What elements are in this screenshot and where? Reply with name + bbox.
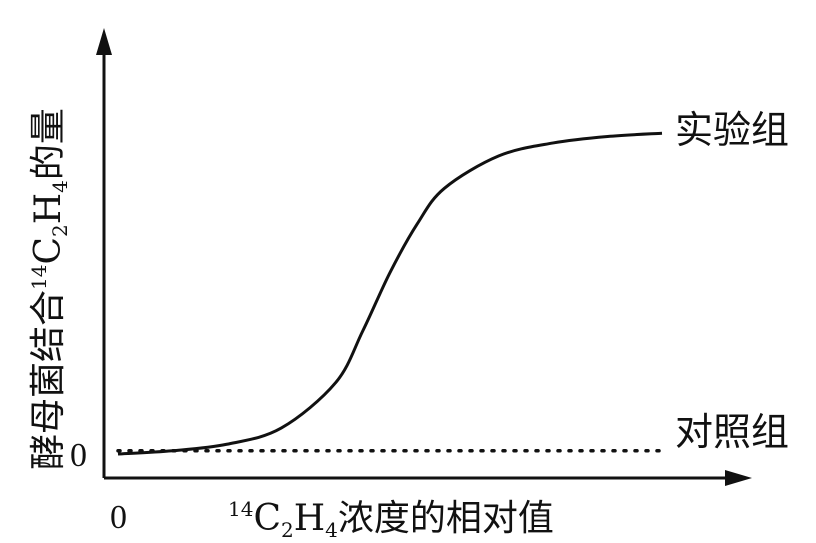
- x-label-sup: 14: [228, 497, 253, 521]
- x-label-sub1: 2: [281, 518, 294, 542]
- y-label-h: H: [28, 193, 69, 224]
- x-axis-arrow: [725, 470, 752, 486]
- x-label-rest: 浓度的相对值: [338, 498, 554, 539]
- y-label-sup: 14: [27, 265, 51, 290]
- y-origin-label: 0: [70, 437, 87, 474]
- y-label-prefix: 酵母菌结合: [28, 290, 69, 470]
- x-label-c: C: [253, 498, 281, 539]
- x-axis-label: 14C2H4浓度的相对值: [228, 497, 554, 542]
- series-label-experimental: 实验组: [675, 108, 789, 152]
- y-label-suffix: 的量: [28, 108, 69, 180]
- y-label-c: C: [28, 237, 69, 265]
- series-label-control: 对照组: [675, 410, 789, 454]
- x-origin-label: 0: [110, 499, 127, 536]
- y-label-sub2: 4: [48, 180, 72, 193]
- x-label-h: H: [294, 498, 325, 539]
- x-label-sub2: 4: [325, 518, 338, 542]
- series-line-experimental: [117, 131, 663, 456]
- y-axis-arrow: [96, 28, 112, 55]
- y-label-sub1: 2: [48, 224, 72, 237]
- y-axis-label: 酵母菌结合14C2H4的量: [27, 108, 72, 470]
